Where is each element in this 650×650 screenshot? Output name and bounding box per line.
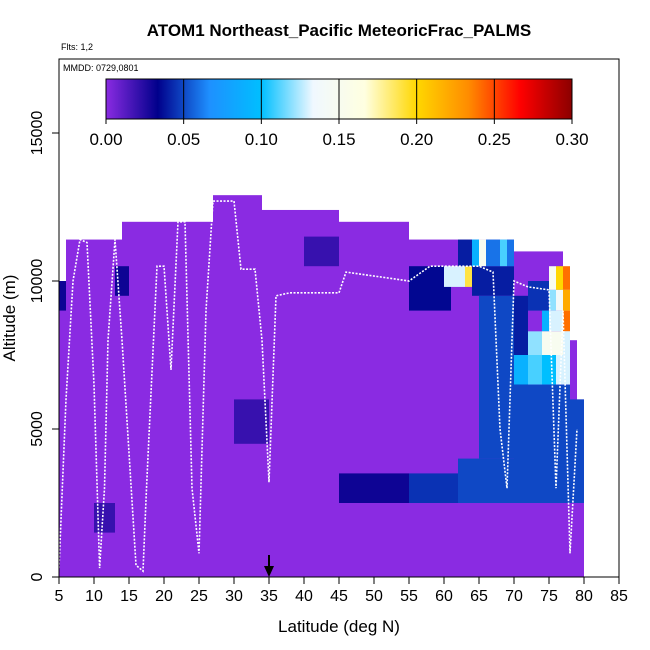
colorbar-tick-label: 0.20 bbox=[400, 130, 433, 149]
colorbar-ticks: 0.00 0.05 0.10 0.15 0.20 0.25 0.30 bbox=[89, 79, 589, 149]
x-tick-label: 65 bbox=[470, 588, 488, 605]
heatmap-cell bbox=[409, 473, 458, 503]
x-tick-label: 20 bbox=[155, 588, 173, 605]
heatmap-cell bbox=[542, 331, 563, 355]
mmdd-label: MMDD: 0729,0801 bbox=[63, 63, 139, 73]
heatmap-cell bbox=[528, 281, 549, 311]
heatmap-cell bbox=[458, 458, 514, 503]
y-tick-label: 5000 bbox=[29, 411, 46, 447]
heatmap-cell bbox=[556, 266, 563, 290]
colorbar-tick-label: 0.10 bbox=[245, 130, 278, 149]
heatmap-cell bbox=[507, 239, 514, 267]
x-tick-label: 10 bbox=[85, 588, 103, 605]
heatmap-cell bbox=[339, 473, 409, 503]
coverage-column bbox=[66, 239, 73, 577]
y-tick-label: 15000 bbox=[29, 111, 46, 156]
marker-arrow bbox=[264, 555, 274, 577]
heatmap-cell bbox=[304, 236, 339, 267]
y-axis: 0 5000 10000 15000 bbox=[29, 111, 59, 581]
heatmap-cell bbox=[479, 239, 486, 267]
coverage-column bbox=[339, 221, 409, 578]
x-tick-label: 25 bbox=[190, 588, 208, 605]
heatmap-cell bbox=[514, 355, 528, 385]
x-tick-label: 85 bbox=[610, 588, 628, 605]
x-tick-label: 70 bbox=[505, 588, 523, 605]
heatmap-cell bbox=[465, 266, 472, 287]
colorbar-tick-label: 0.05 bbox=[167, 130, 200, 149]
heatmap-cell bbox=[563, 399, 584, 503]
colorbar-tick-label: 0.00 bbox=[89, 130, 122, 149]
heatmap-cell bbox=[458, 239, 472, 267]
heatmap-cell bbox=[528, 331, 542, 355]
x-tick-label: 30 bbox=[225, 588, 243, 605]
heatmap-cell bbox=[234, 399, 269, 444]
heatmap-cell bbox=[59, 281, 66, 311]
x-axis: 5 10 15 20 25 30 35 40 45 50 55 60 65 70 75 80 85 bbox=[55, 576, 628, 605]
heatmap-cell bbox=[472, 266, 514, 296]
heatmap-cell bbox=[556, 355, 570, 385]
heatmap-cell bbox=[549, 266, 556, 290]
coverage-column bbox=[59, 281, 66, 577]
x-tick-label: 80 bbox=[575, 588, 593, 605]
x-tick-label: 55 bbox=[400, 588, 418, 605]
x-tick-label: 50 bbox=[365, 588, 383, 605]
heatmap-cell bbox=[563, 331, 570, 355]
colorbar-tick-label: 0.30 bbox=[555, 130, 588, 149]
heatmap-cell bbox=[528, 355, 542, 385]
heatmap-cell bbox=[563, 310, 570, 332]
coverage-column bbox=[262, 209, 339, 577]
x-tick-label: 60 bbox=[435, 588, 453, 605]
colorbar-tick-label: 0.15 bbox=[322, 130, 355, 149]
heatmap-cell bbox=[444, 266, 465, 287]
heatmap-cell bbox=[563, 289, 570, 311]
heatmap-cell bbox=[472, 239, 479, 267]
marker-arrow-head bbox=[264, 566, 274, 577]
heatmap-cell bbox=[500, 239, 507, 267]
flight-track bbox=[58, 200, 578, 573]
coverage-column bbox=[213, 195, 262, 577]
x-tick-label: 40 bbox=[295, 588, 313, 605]
y-tick-label: 10000 bbox=[29, 259, 46, 304]
heatmap-cell bbox=[542, 310, 549, 332]
heatmap-cell bbox=[563, 266, 570, 290]
heatmap-cell bbox=[486, 239, 500, 267]
flights-label: Flts: 1,2 bbox=[61, 42, 93, 52]
x-tick-label: 15 bbox=[120, 588, 138, 605]
heatmap-cell bbox=[542, 355, 556, 385]
x-tick-label: 5 bbox=[55, 588, 64, 605]
heatmap-cell bbox=[549, 310, 563, 332]
x-tick-label: 35 bbox=[260, 588, 278, 605]
x-axis-label: Latitude (deg N) bbox=[278, 617, 400, 636]
heatmap-cell bbox=[556, 289, 563, 311]
x-tick-label: 75 bbox=[540, 588, 558, 605]
heatmap-cell bbox=[514, 384, 570, 429]
y-tick-label: 0 bbox=[29, 572, 46, 581]
x-tick-label: 45 bbox=[330, 588, 348, 605]
coverage-column bbox=[129, 221, 213, 578]
y-axis-label: Altitude (m) bbox=[0, 275, 19, 362]
heatmap-cell bbox=[514, 429, 563, 503]
chart-title: ATOM1 Northeast_Pacific MeteoricFrac_PAL… bbox=[147, 21, 532, 40]
heatmap-cell bbox=[94, 503, 115, 533]
heatmap-cell bbox=[549, 289, 556, 311]
colorbar-tick-label: 0.25 bbox=[478, 130, 511, 149]
